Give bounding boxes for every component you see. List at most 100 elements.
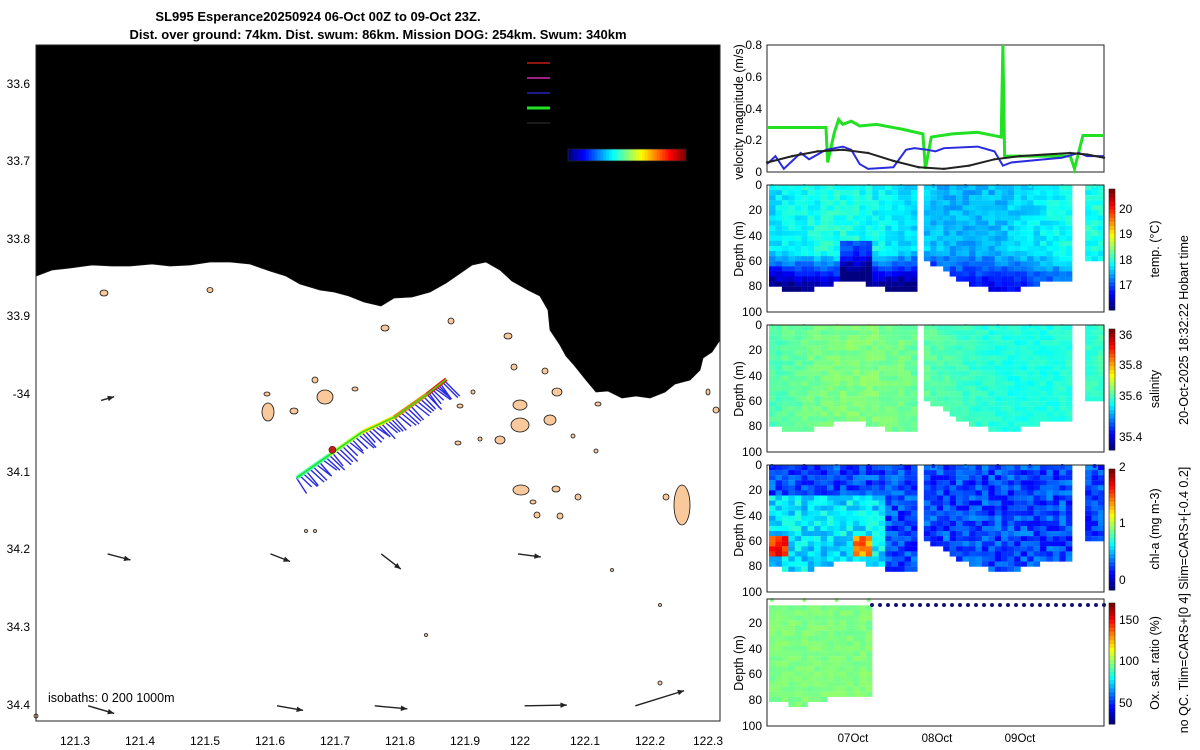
profile-cell bbox=[794, 411, 802, 417]
profile-cell bbox=[1085, 485, 1092, 491]
profile-cell bbox=[878, 510, 886, 516]
colorbar-cell bbox=[1109, 675, 1115, 681]
colorbar-cell bbox=[1109, 719, 1115, 725]
profile-cell bbox=[814, 615, 821, 621]
profile-cell bbox=[904, 350, 912, 356]
profile-cell bbox=[975, 391, 983, 397]
colorbar-cell bbox=[1109, 333, 1115, 338]
salinity-colorbar bbox=[1108, 328, 1116, 451]
profile-cell bbox=[936, 355, 944, 361]
geo-vector-head bbox=[677, 689, 685, 696]
profile-cell bbox=[891, 220, 899, 226]
colorbar-cell bbox=[1109, 357, 1115, 362]
profile-cell bbox=[1059, 350, 1066, 356]
profile-cell bbox=[839, 500, 847, 506]
profile-cell bbox=[852, 485, 860, 491]
profile-cell bbox=[781, 470, 789, 476]
profile-cell bbox=[910, 401, 918, 407]
profile-cell bbox=[827, 480, 834, 486]
colorbar-cell bbox=[1109, 553, 1115, 559]
profile-cell bbox=[943, 401, 950, 407]
profile-cell bbox=[865, 505, 873, 511]
colorbar-cell bbox=[1109, 561, 1115, 567]
profile-cell bbox=[943, 325, 950, 331]
profile-cell bbox=[1014, 205, 1021, 211]
colorbar-frame bbox=[1108, 602, 1116, 725]
profile-cell bbox=[1020, 510, 1028, 516]
profile-cell bbox=[865, 281, 873, 287]
profile-cell bbox=[1085, 225, 1092, 231]
profile-cell bbox=[1065, 380, 1073, 387]
profile-cell bbox=[775, 666, 783, 672]
profile-cell bbox=[975, 340, 983, 346]
profile-cell bbox=[801, 385, 808, 392]
velocity-panel: 0 0.2 0.4 0.6 0.8 velocity magnitude (m/… bbox=[732, 38, 1106, 180]
profile-cell bbox=[852, 345, 860, 351]
profile-cell bbox=[956, 391, 963, 397]
profile-cell bbox=[923, 345, 931, 351]
profile-cell bbox=[820, 500, 828, 506]
map-xtick: 121.3 bbox=[60, 734, 90, 748]
sal-ytick: 20 bbox=[749, 343, 763, 357]
current-vector bbox=[338, 447, 354, 463]
profile-cell bbox=[1059, 215, 1066, 221]
profile-cell bbox=[801, 541, 808, 547]
profile-cell bbox=[1052, 350, 1060, 356]
profile-cell bbox=[885, 261, 892, 267]
profile-cell bbox=[839, 556, 847, 562]
profile-cell bbox=[801, 416, 808, 422]
profile-cell bbox=[1091, 200, 1099, 206]
profile-cell bbox=[968, 485, 976, 491]
profile-cell bbox=[878, 266, 886, 272]
profile-cell bbox=[814, 605, 821, 611]
profile-cell bbox=[814, 235, 821, 241]
profile-cell bbox=[923, 210, 931, 216]
profile-cell bbox=[910, 416, 918, 422]
profile-cell bbox=[885, 210, 892, 216]
profile-cell bbox=[769, 261, 776, 267]
profile-cell bbox=[788, 200, 795, 206]
profile-cell bbox=[827, 691, 834, 697]
surface-point bbox=[1086, 603, 1090, 607]
current-vector bbox=[390, 418, 404, 432]
colorbar-cell bbox=[600, 149, 604, 161]
velocity-series-point bbox=[942, 167, 946, 171]
profile-cell bbox=[872, 205, 879, 211]
profile-cell bbox=[801, 645, 808, 652]
profile-cell bbox=[885, 266, 892, 272]
profile-cell bbox=[885, 251, 892, 257]
profile-cell bbox=[1039, 195, 1047, 201]
profile-cell bbox=[975, 515, 983, 521]
profile-cell bbox=[852, 551, 860, 557]
profile-cell bbox=[852, 531, 860, 537]
profile-cell bbox=[1091, 485, 1099, 491]
current-vector bbox=[318, 461, 333, 477]
profile-cell bbox=[1091, 536, 1099, 542]
profile-cell bbox=[1059, 205, 1066, 211]
profile-cell bbox=[1007, 385, 1015, 392]
profile-cell bbox=[788, 286, 795, 292]
profile-cell bbox=[878, 365, 886, 371]
profile-cell bbox=[878, 330, 886, 336]
profile-cell bbox=[1033, 531, 1041, 537]
profile-cell bbox=[827, 531, 834, 537]
profile-cell bbox=[827, 475, 834, 481]
profile-cell bbox=[975, 185, 983, 191]
profile-cell bbox=[820, 210, 828, 216]
profile-cell bbox=[1059, 500, 1066, 506]
velocity-series-point bbox=[1018, 154, 1021, 158]
profile-cell bbox=[846, 620, 854, 626]
profile-cell bbox=[962, 380, 970, 387]
profile-cell bbox=[878, 541, 886, 547]
profile-cell bbox=[936, 475, 944, 481]
profile-cell bbox=[801, 696, 808, 702]
profile-cell bbox=[962, 475, 970, 481]
profile-cell bbox=[1046, 271, 1053, 277]
profile-cell bbox=[936, 251, 944, 257]
profile-cell bbox=[1020, 281, 1028, 287]
profile-cell bbox=[1033, 505, 1041, 511]
profile-cell bbox=[872, 396, 879, 402]
profile-cell bbox=[807, 340, 815, 346]
profile-cell bbox=[820, 396, 828, 402]
profile-cell bbox=[1014, 510, 1021, 516]
